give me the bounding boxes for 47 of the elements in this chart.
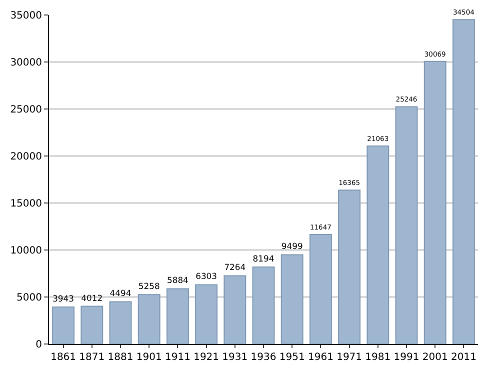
bar	[252, 266, 275, 344]
bar	[309, 234, 332, 344]
y-tick-label: 20000	[10, 152, 42, 162]
data-label: 6303	[196, 271, 218, 282]
y-tick-label: 25000	[10, 104, 42, 116]
x-tick-label: 1901	[136, 352, 162, 363]
x-tick-label: 1991	[394, 352, 420, 363]
x-tick-label: 1951	[279, 352, 305, 363]
data-label: 8194	[252, 253, 274, 264]
y-tick-label: 0	[36, 340, 42, 350]
data-label: 5258	[138, 281, 160, 292]
x-tick-label: 1931	[222, 352, 248, 363]
y-tick-label: 10000	[10, 246, 42, 256]
data-label: 5884	[167, 275, 188, 286]
bar	[52, 306, 75, 344]
y-tick-label: 15000	[10, 198, 42, 210]
x-tick-label: 1971	[336, 352, 362, 363]
data-label: 4012	[81, 292, 103, 303]
x-tick-label: 2011	[450, 352, 476, 363]
bar	[195, 284, 218, 344]
x-tick-label: 2001	[422, 352, 448, 363]
y-tick-label: 30000	[10, 58, 42, 68]
bar	[280, 254, 304, 344]
data-label: 3943	[52, 293, 74, 304]
bar	[338, 190, 361, 344]
x-tick-label: 1871	[79, 352, 105, 363]
data-label: 7264	[224, 262, 246, 272]
bar	[395, 106, 418, 344]
bar	[109, 301, 132, 344]
bar	[424, 60, 446, 344]
bar	[366, 146, 390, 344]
bar	[166, 288, 189, 344]
bar	[80, 306, 104, 344]
x-tick-label: 1921	[194, 352, 220, 363]
x-tick-label: 1981	[365, 352, 391, 363]
bar	[224, 275, 246, 344]
x-tick-label: 1881	[108, 352, 134, 363]
x-tick-label: 1861	[50, 352, 76, 363]
data-label: 4494	[110, 288, 132, 298]
y-tick-label: 5000	[16, 292, 42, 304]
x-tick-label: 1936	[250, 352, 276, 363]
x-tick-label: 1961	[308, 352, 334, 363]
data-label: 9499	[281, 241, 303, 252]
bar	[138, 294, 160, 344]
x-tick-label: 1911	[164, 352, 190, 363]
bar	[452, 19, 475, 344]
y-tick-label: 35000	[10, 10, 42, 22]
